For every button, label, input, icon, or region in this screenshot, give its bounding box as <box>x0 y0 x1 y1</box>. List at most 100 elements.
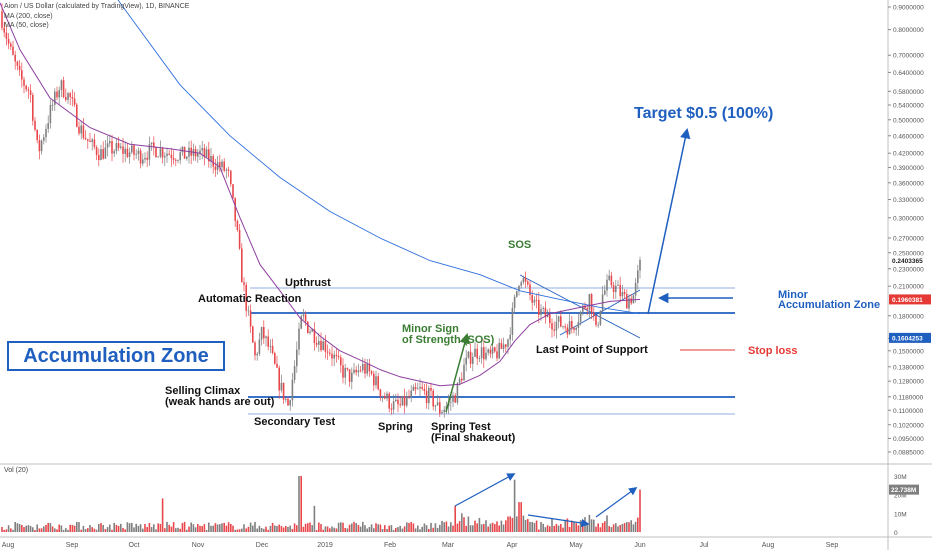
candle-body <box>390 408 393 410</box>
candle-body <box>386 393 388 399</box>
candle-body <box>318 340 320 345</box>
candle-body <box>562 326 564 328</box>
volume-bar <box>87 528 89 532</box>
candle-body <box>359 370 362 372</box>
candle-body <box>21 70 23 80</box>
candle-body <box>27 89 30 91</box>
candle-body <box>439 402 441 414</box>
candle-body <box>628 298 630 309</box>
volume-bar <box>203 524 206 532</box>
volume-bar <box>320 524 322 532</box>
sos-arrow <box>445 332 470 413</box>
price-tick-label: 0.4200000 <box>893 151 924 158</box>
candle-body <box>51 104 54 106</box>
volume-bar <box>408 523 410 532</box>
candle-body <box>384 396 386 399</box>
time-tick-label: Sep <box>66 542 79 549</box>
volume-bar <box>549 526 551 532</box>
volume-flag-label: 22.738M <box>891 487 916 494</box>
volume-bar <box>21 524 23 532</box>
volume-bar <box>285 525 287 532</box>
candle-body <box>183 146 186 159</box>
candle-body <box>12 46 14 55</box>
candle-body <box>573 327 575 330</box>
volume-bar <box>287 526 289 532</box>
candle-body <box>568 321 571 335</box>
candle-body <box>507 339 509 347</box>
volume-bar <box>157 523 159 532</box>
volume-bar <box>247 526 250 532</box>
candle-body <box>227 169 230 171</box>
candle-body <box>540 308 542 315</box>
candle-body <box>491 347 494 354</box>
candle-body <box>348 369 351 382</box>
price-flag-label: 0.1960381 <box>892 297 923 304</box>
volume-bar <box>38 528 41 532</box>
candle-body <box>524 277 527 282</box>
price-flag <box>889 294 931 305</box>
candle-body <box>38 140 41 152</box>
candle-body <box>395 399 397 402</box>
volume-bar <box>458 521 461 532</box>
selling-climax-sublabel: (weak hands are out) <box>165 396 275 408</box>
volume-bar <box>637 517 639 532</box>
candle-body <box>546 314 549 318</box>
volume-bar <box>351 523 353 532</box>
volume-bar <box>245 528 247 532</box>
candle-body <box>3 27 5 33</box>
volume-bar <box>135 523 137 532</box>
volume-bar <box>168 524 170 532</box>
candle-body <box>472 356 474 364</box>
price-tick-label: 0.8000000 <box>893 27 924 34</box>
candle-body <box>271 345 274 353</box>
automatic-reaction-label: Automatic Reaction <box>198 293 302 305</box>
candle-body <box>379 389 382 397</box>
candle-body <box>256 353 258 356</box>
volume-bar <box>265 526 267 532</box>
price-tick-label: 0.1100000 <box>893 408 924 415</box>
volume-bar <box>399 525 401 532</box>
volume-bar <box>511 517 514 532</box>
price-tick-label: 0.7000000 <box>893 53 924 60</box>
candle-body <box>527 281 529 285</box>
candle-body <box>586 308 588 310</box>
volume-bar <box>293 523 296 532</box>
candle-body <box>434 405 437 407</box>
candle-body <box>142 159 144 164</box>
volume-bar <box>298 476 300 532</box>
candle-body <box>179 152 181 161</box>
candle-body <box>221 161 223 168</box>
volume-bar <box>436 527 439 532</box>
price-tick-label: 0.5800000 <box>893 89 924 96</box>
minor-zone-label: Minor <box>778 289 809 301</box>
candle-body <box>612 285 615 292</box>
volume-bar <box>456 523 459 532</box>
volume-bar <box>571 520 573 532</box>
volume-bar <box>69 524 71 532</box>
volume-tick-label: 0 <box>894 530 898 537</box>
candle-body <box>621 292 624 297</box>
volume-bar <box>51 526 54 532</box>
candle-body <box>639 259 641 271</box>
volume-bar <box>126 522 129 532</box>
volume-bar <box>100 523 102 532</box>
candle-body <box>10 43 12 47</box>
volume-bar <box>599 527 602 532</box>
volume-bar <box>1 526 3 532</box>
volume-arrow-2 <box>527 514 590 528</box>
volume-bar <box>564 519 566 532</box>
volume-bar <box>181 523 184 532</box>
volume-bar <box>412 523 415 532</box>
volume-bar <box>612 524 615 532</box>
candle-body <box>617 284 619 286</box>
volume-bar <box>454 505 456 532</box>
volume-flag <box>889 484 919 495</box>
volume-bar <box>524 519 527 532</box>
price-tick-label: 0.3600000 <box>893 180 924 187</box>
candle-body <box>351 372 353 382</box>
last-point-of-support-label: Last Point of Support <box>536 344 648 356</box>
volume-bar <box>199 525 201 532</box>
volume-bar <box>406 522 408 532</box>
candle-body <box>414 386 417 390</box>
